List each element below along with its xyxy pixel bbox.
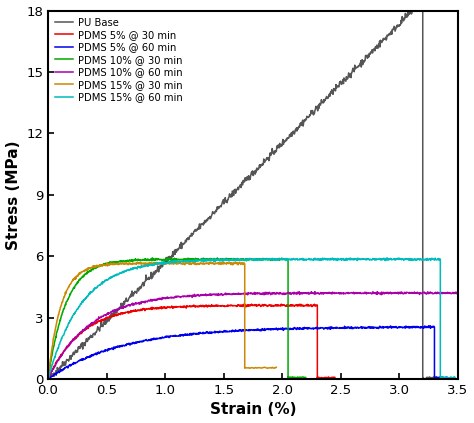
- PDMS 15% @ 30 min: [201, 261, 207, 266]
- PDMS 5% @ 30 min: [249, 302, 255, 307]
- PDMS 5% @ 30 min: [319, 376, 325, 381]
- PDMS 15% @ 60 min: [127, 267, 133, 272]
- PDMS 10% @ 30 min: [149, 255, 155, 261]
- PU Base: [86, 335, 91, 341]
- Line: PU Base: PU Base: [48, 11, 444, 380]
- PU Base: [410, 8, 416, 13]
- PDMS 5% @ 30 min: [106, 316, 111, 321]
- PDMS 10% @ 30 min: [71, 285, 77, 290]
- PDMS 15% @ 30 min: [219, 260, 225, 265]
- PDMS 15% @ 60 min: [45, 376, 51, 382]
- Line: PDMS 10% @ 60 min: PDMS 10% @ 60 min: [48, 291, 458, 379]
- PDMS 5% @ 30 min: [81, 329, 86, 334]
- PDMS 10% @ 60 min: [198, 293, 203, 298]
- PU Base: [129, 288, 135, 294]
- PDMS 5% @ 60 min: [45, 376, 51, 381]
- PDMS 15% @ 60 min: [321, 256, 327, 261]
- PDMS 10% @ 30 min: [65, 296, 71, 301]
- PDMS 10% @ 60 min: [268, 292, 273, 297]
- PDMS 5% @ 60 min: [284, 327, 290, 332]
- PDMS 15% @ 60 min: [453, 376, 458, 381]
- PDMS 10% @ 60 min: [45, 376, 51, 382]
- Line: PDMS 15% @ 30 min: PDMS 15% @ 30 min: [48, 262, 276, 379]
- PU Base: [210, 210, 216, 215]
- PDMS 15% @ 30 min: [273, 365, 279, 370]
- Line: PDMS 5% @ 30 min: PDMS 5% @ 30 min: [48, 304, 335, 379]
- PDMS 5% @ 30 min: [45, 376, 51, 381]
- PDMS 15% @ 30 min: [99, 263, 104, 268]
- PDMS 5% @ 30 min: [213, 302, 219, 308]
- PDMS 5% @ 30 min: [332, 375, 338, 380]
- PDMS 5% @ 60 min: [418, 324, 424, 330]
- PDMS 5% @ 60 min: [99, 349, 104, 354]
- PDMS 15% @ 60 min: [106, 277, 111, 282]
- PDMS 10% @ 30 min: [303, 375, 309, 380]
- PDMS 15% @ 30 min: [269, 365, 274, 371]
- PDMS 15% @ 60 min: [309, 257, 315, 262]
- PDMS 10% @ 30 min: [114, 259, 120, 264]
- PDMS 10% @ 60 min: [419, 291, 424, 296]
- Line: PDMS 5% @ 60 min: PDMS 5% @ 60 min: [48, 326, 452, 379]
- PDMS 10% @ 60 min: [455, 375, 461, 380]
- X-axis label: Strain (%): Strain (%): [210, 402, 296, 418]
- PDMS 10% @ 30 min: [45, 376, 51, 382]
- PU Base: [77, 346, 83, 351]
- PDMS 5% @ 60 min: [80, 356, 86, 361]
- PDMS 5% @ 60 min: [46, 376, 52, 382]
- PDMS 10% @ 30 min: [230, 256, 236, 261]
- Line: PDMS 15% @ 60 min: PDMS 15% @ 60 min: [48, 258, 456, 379]
- PDMS 15% @ 60 min: [384, 255, 390, 261]
- PDMS 15% @ 60 min: [236, 257, 241, 262]
- PDMS 10% @ 30 min: [200, 257, 205, 262]
- PDMS 5% @ 60 min: [449, 375, 455, 380]
- Line: PDMS 10% @ 30 min: PDMS 10% @ 30 min: [48, 258, 306, 379]
- PDMS 5% @ 30 min: [100, 318, 106, 323]
- PDMS 15% @ 30 min: [73, 275, 78, 280]
- Y-axis label: Stress (MPa): Stress (MPa): [6, 140, 20, 250]
- PDMS 5% @ 30 min: [132, 308, 137, 313]
- PU Base: [280, 139, 285, 144]
- PDMS 5% @ 60 min: [190, 332, 196, 337]
- PDMS 10% @ 60 min: [264, 290, 270, 295]
- PDMS 15% @ 30 min: [221, 259, 227, 264]
- PDMS 10% @ 60 min: [82, 327, 87, 332]
- PU Base: [316, 102, 321, 107]
- PDMS 10% @ 30 min: [154, 257, 159, 262]
- PU Base: [428, 377, 434, 382]
- PDMS 5% @ 30 min: [86, 324, 92, 329]
- PDMS 10% @ 60 min: [312, 289, 318, 294]
- Legend: PU Base, PDMS 5% @ 30 min, PDMS 5% @ 60 min, PDMS 10% @ 30 min, PDMS 10% @ 60 mi: PU Base, PDMS 5% @ 30 min, PDMS 5% @ 60 …: [53, 16, 185, 104]
- PDMS 15% @ 30 min: [171, 262, 176, 267]
- PDMS 15% @ 60 min: [340, 256, 346, 261]
- PDMS 5% @ 60 min: [211, 330, 217, 335]
- PDMS 15% @ 30 min: [45, 376, 51, 382]
- PDMS 5% @ 60 min: [428, 323, 433, 328]
- PU Base: [45, 376, 51, 381]
- PU Base: [441, 376, 447, 381]
- PDMS 10% @ 60 min: [83, 326, 89, 331]
